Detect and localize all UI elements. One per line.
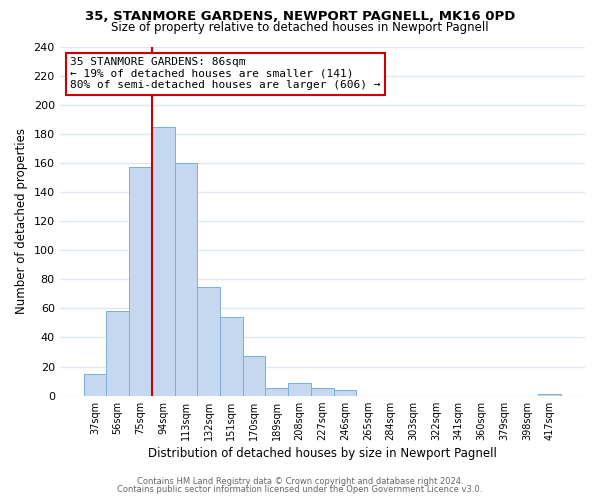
Bar (334, 390, 356, 396)
Bar (243, 356, 265, 396)
Text: Contains public sector information licensed under the Open Government Licence v3: Contains public sector information licen… (118, 485, 482, 494)
Y-axis label: Number of detached properties: Number of detached properties (15, 128, 28, 314)
Text: Size of property relative to detached houses in Newport Pagnell: Size of property relative to detached ho… (111, 21, 489, 34)
X-axis label: Distribution of detached houses by size in Newport Pagnell: Distribution of detached houses by size … (148, 447, 497, 460)
Bar (220, 317, 243, 396)
Bar (311, 388, 334, 396)
Bar (83, 374, 106, 396)
Bar (175, 163, 197, 396)
Bar (129, 168, 152, 396)
Bar (106, 312, 129, 396)
Bar (152, 126, 175, 396)
Text: 35, STANMORE GARDENS, NEWPORT PAGNELL, MK16 0PD: 35, STANMORE GARDENS, NEWPORT PAGNELL, M… (85, 10, 515, 23)
Text: Contains HM Land Registry data © Crown copyright and database right 2024.: Contains HM Land Registry data © Crown c… (137, 477, 463, 486)
Bar (538, 394, 561, 396)
Text: 35 STANMORE GARDENS: 86sqm
← 19% of detached houses are smaller (141)
80% of sem: 35 STANMORE GARDENS: 86sqm ← 19% of deta… (70, 57, 380, 90)
Bar (197, 286, 220, 396)
Bar (288, 382, 311, 396)
Bar (265, 388, 288, 396)
